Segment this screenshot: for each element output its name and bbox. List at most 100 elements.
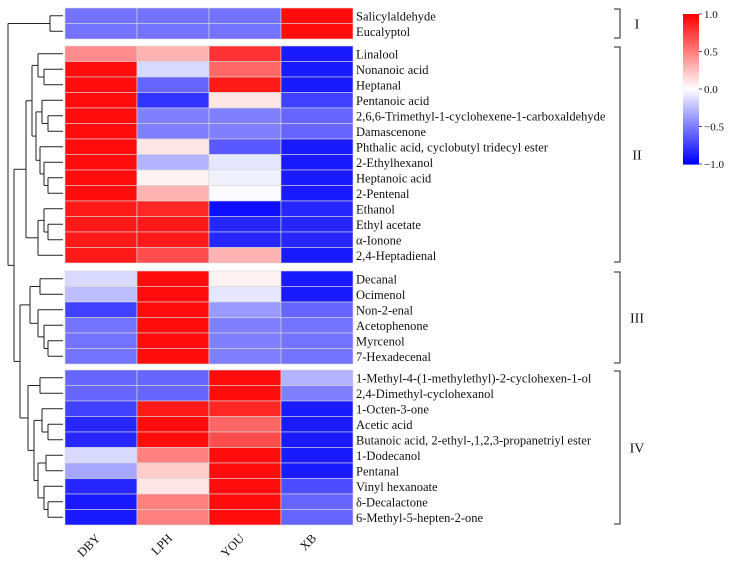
heatmap-cell bbox=[280, 447, 354, 464]
row-label: 2-Pentenal bbox=[356, 187, 410, 201]
color-scale-swatch bbox=[683, 46, 699, 50]
heatmap-cell bbox=[280, 231, 354, 248]
heatmap-cell bbox=[136, 247, 210, 264]
column-labels: DBY LPH YOU XB bbox=[75, 531, 320, 560]
column-label: XB bbox=[297, 531, 319, 553]
heatmap-cell bbox=[280, 61, 354, 78]
color-scale-swatch bbox=[683, 136, 699, 140]
heatmap-cell bbox=[64, 23, 138, 40]
color-scale-swatch bbox=[683, 16, 699, 20]
color-scale-swatch bbox=[683, 61, 699, 65]
heatmap-cell bbox=[208, 286, 282, 303]
heatmap-cell bbox=[280, 138, 354, 155]
heatmap-cell bbox=[280, 332, 354, 349]
row-label: 1-Dodecanol bbox=[356, 449, 421, 463]
color-scale-swatch bbox=[683, 154, 699, 158]
heatmap-cell bbox=[136, 61, 210, 78]
heatmap-cell bbox=[64, 247, 138, 264]
color-scale-swatch bbox=[683, 21, 699, 25]
color-scale-swatch bbox=[683, 156, 699, 160]
heatmap-cell bbox=[208, 23, 282, 40]
color-scale-swatch bbox=[683, 24, 699, 28]
heatmap-cell bbox=[64, 107, 138, 124]
row-label: Pentanoic acid bbox=[356, 94, 430, 108]
group-bracket bbox=[614, 370, 621, 525]
color-scale-swatch bbox=[683, 99, 699, 103]
heatmap-cell bbox=[280, 478, 354, 495]
heatmap-cell bbox=[208, 462, 282, 479]
row-dendrogram bbox=[7, 15, 63, 518]
color-scale-swatch bbox=[683, 159, 699, 163]
color-scale-swatch bbox=[683, 81, 699, 85]
row-label: Pentanal bbox=[356, 464, 400, 478]
heatmap-cell bbox=[208, 447, 282, 464]
color-scale-swatch bbox=[683, 89, 699, 93]
heatmap-cell bbox=[136, 45, 210, 62]
color-scale-swatch bbox=[683, 74, 699, 78]
heatmap-cell bbox=[280, 270, 354, 287]
heatmap-cell bbox=[208, 76, 282, 93]
heatmap-cell bbox=[136, 154, 210, 171]
row-label: Acetophenone bbox=[356, 319, 429, 333]
heatmap-cell bbox=[280, 154, 354, 171]
heatmap-cell bbox=[280, 92, 354, 109]
color-scale-swatch bbox=[683, 19, 699, 23]
heatmap-cell bbox=[136, 348, 210, 365]
color-scale-swatch bbox=[683, 91, 699, 95]
heatmap-cell bbox=[64, 270, 138, 287]
row-label: Ethanol bbox=[356, 202, 395, 216]
color-scale-swatch bbox=[683, 79, 699, 83]
heatmap-cell bbox=[64, 369, 138, 386]
heatmap-cell bbox=[280, 509, 354, 526]
heatmap-cell bbox=[208, 348, 282, 365]
heatmap-cell bbox=[64, 416, 138, 433]
heatmap-cell bbox=[136, 416, 210, 433]
heatmap-cell bbox=[64, 478, 138, 495]
heatmap-cell bbox=[208, 154, 282, 171]
heatmap-cell bbox=[136, 200, 210, 217]
color-scale-swatch bbox=[683, 26, 699, 30]
group-bracket bbox=[614, 8, 621, 39]
heatmap-cell bbox=[280, 369, 354, 386]
heatmap-cell bbox=[64, 332, 138, 349]
row-label: 2,4-Dimethyl-cyclohexanol bbox=[356, 387, 494, 401]
heatmap-cell bbox=[136, 138, 210, 155]
heatmap-cell bbox=[208, 478, 282, 495]
heatmap-cell bbox=[64, 200, 138, 217]
heatmap-cell bbox=[280, 7, 354, 24]
heatmap-cell bbox=[136, 447, 210, 464]
heatmap-cell bbox=[136, 7, 210, 24]
heatmap-cell bbox=[136, 107, 210, 124]
color-scale-swatch bbox=[683, 134, 699, 138]
color-scale-bar: 1.0 0.5 0.0 −0.5 −1.0 bbox=[683, 9, 724, 171]
row-label: Non-2-enal bbox=[356, 303, 413, 317]
heatmap-cell bbox=[280, 301, 354, 318]
color-scale-swatch bbox=[683, 106, 699, 110]
row-label: Ocimenol bbox=[356, 288, 406, 302]
heatmap-cell bbox=[136, 301, 210, 318]
heatmap-cell bbox=[208, 107, 282, 124]
color-scale-swatch bbox=[683, 141, 699, 145]
color-scale-swatch bbox=[683, 49, 699, 53]
heatmap-cell bbox=[280, 462, 354, 479]
heatmap-cell bbox=[136, 270, 210, 287]
row-label: Phthalic acid, cyclobutyl tridecyl ester bbox=[356, 140, 549, 154]
color-scale-swatch bbox=[683, 151, 699, 155]
heatmap-cell bbox=[208, 493, 282, 510]
heatmap-cell bbox=[136, 317, 210, 334]
group-label: II bbox=[632, 149, 642, 164]
heatmap-cell bbox=[280, 400, 354, 417]
color-scale-swatch bbox=[683, 64, 699, 68]
color-scale-tick-label: 0.5 bbox=[704, 47, 718, 59]
heatmap-cell bbox=[280, 348, 354, 365]
heatmap-cell bbox=[280, 431, 354, 448]
color-scale-tick-label: 0.0 bbox=[704, 84, 718, 96]
row-label: 6-Methyl-5-hepten-2-one bbox=[356, 511, 483, 525]
heatmap-cell bbox=[136, 332, 210, 349]
color-scale-swatch bbox=[683, 146, 699, 150]
color-scale-swatch bbox=[683, 51, 699, 55]
heatmap-cell bbox=[136, 369, 210, 386]
heatmap-cell bbox=[64, 447, 138, 464]
group-bracket bbox=[614, 46, 621, 263]
